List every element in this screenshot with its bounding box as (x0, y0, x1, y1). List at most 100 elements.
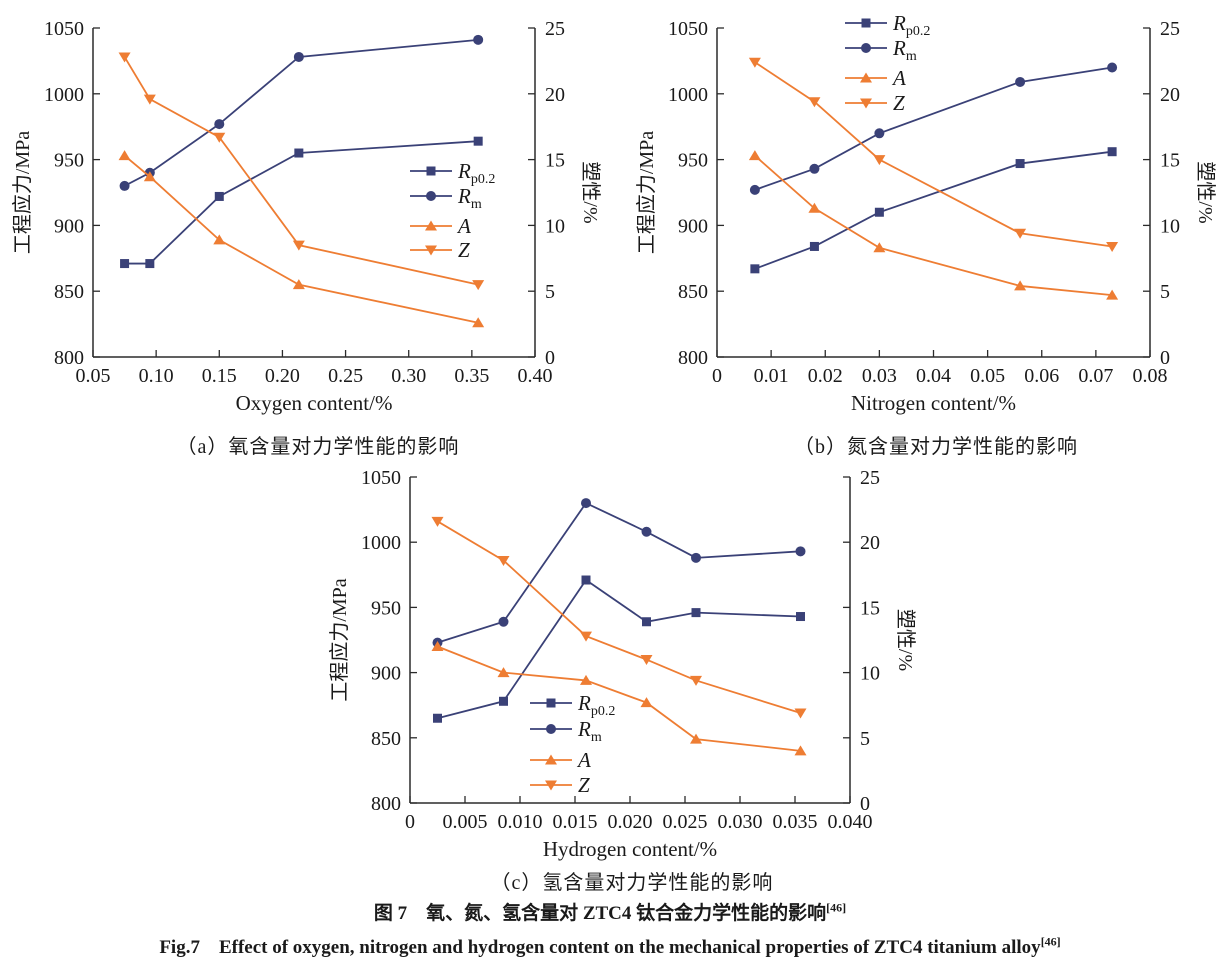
y-left-tick-label: 900 (371, 663, 401, 685)
x-tick-label: 0.01 (754, 365, 789, 387)
figure-caption-cn-ref: [46] (826, 900, 847, 915)
y-left-tick-label: 1050 (668, 18, 708, 40)
y-left-tick-label: 1050 (44, 18, 84, 40)
x-tick-label: 0.30 (391, 365, 426, 387)
y-right-tick-label: 5 (1160, 281, 1170, 303)
x-axis-label: Nitrogen content/% (851, 391, 1016, 415)
series-Rm-line (437, 501, 801, 644)
x-tick-label: 0.15 (202, 365, 237, 387)
x-tick-label: 0.035 (773, 811, 818, 833)
svg-text:Rm: Rm (892, 36, 917, 64)
svg-text:Rp0.2: Rp0.2 (892, 11, 930, 39)
x-tick-label: 0.35 (454, 365, 489, 387)
x-tick-label: 0 (712, 365, 722, 387)
series-Rm-line (124, 38, 479, 187)
svg-text:Z: Z (458, 238, 470, 262)
y-right-tick-label: 0 (1160, 347, 1170, 369)
x-tick-label: 0.030 (718, 811, 763, 833)
svg-text:Rm: Rm (457, 184, 482, 212)
y-right-tick-label: 10 (1160, 215, 1180, 237)
subcaption-c: （c）氢含量对力学性能的影响 (490, 872, 774, 894)
series-A-line (123, 154, 479, 324)
y-right-tick-label: 20 (860, 532, 880, 554)
x-tick-label: 0.010 (498, 811, 543, 833)
x-tick-label: 0.040 (828, 811, 873, 833)
series-Z (118, 52, 485, 291)
y-right-axis-label: 塑性/% (1194, 161, 1217, 223)
svg-text:Rp0.2: Rp0.2 (577, 691, 615, 719)
series-A (748, 150, 1119, 300)
x-tick-label: 0.40 (518, 365, 553, 387)
y-left-tick-label: 850 (371, 728, 401, 750)
axes-a: 0.05 0.10 0.15 0.20 0.25 0.30 0.35 0.40 800 850 90… (44, 18, 565, 387)
y-left-axis-label: 工程应力/MPa (328, 578, 351, 701)
y-right-axis-label: 塑性/% (894, 609, 917, 671)
series-A (118, 150, 485, 328)
x-tick-label: 0.03 (862, 365, 897, 387)
series-Rp0.2 (120, 136, 483, 269)
y-left-tick-label: 850 (54, 281, 84, 303)
x-tick-label: 0.025 (663, 811, 708, 833)
subcaption-a: （a）氧含量对力学性能的影响 (176, 436, 460, 458)
chart-a: 0.05 0.10 0.15 0.20 0.25 0.30 0.35 0.40 800 850 90… (11, 18, 602, 415)
chart-b: 0 0.01 0.02 0.03 0.04 0.05 0.06 0.07 0.08 800 850 9… (635, 11, 1217, 415)
y-right-tick-label: 20 (1160, 84, 1180, 106)
series-Z-line (437, 520, 801, 714)
x-tick-label: 0.07 (1078, 365, 1113, 387)
x-tick-label: 0.06 (1024, 365, 1059, 387)
y-left-tick-label: 800 (371, 793, 401, 815)
axes-b: 0 0.01 0.02 0.03 0.04 0.05 0.06 0.07 0.08 800 850 9… (668, 18, 1180, 387)
series-Rp0.2-line (754, 150, 1113, 270)
x-tick-label: 0.08 (1133, 365, 1168, 387)
series-Z (748, 57, 1119, 252)
x-axis-label: Hydrogen content/% (543, 837, 717, 861)
y-right-tick-label: 5 (860, 728, 870, 750)
y-right-tick-label: 0 (860, 793, 870, 815)
y-right-tick-label: 25 (860, 467, 880, 489)
svg-text:A: A (891, 66, 906, 90)
figure-caption-en: Fig.7 Effect of oxygen, nitrogen and hyd… (0, 932, 1220, 959)
subcaption-b: （b）氮含量对力学性能的影响 (794, 436, 1078, 458)
y-right-tick-label: 5 (545, 281, 555, 303)
svg-text:Rp0.2: Rp0.2 (457, 159, 495, 187)
legend-c: Rp0.2Rm AZ (530, 691, 615, 797)
series-Rm (432, 498, 806, 648)
series-Rp0.2 (433, 575, 805, 723)
y-right-tick-label: 10 (545, 215, 565, 237)
figure-caption-en-text: Fig.7 Effect of oxygen, nitrogen and hyd… (159, 937, 1041, 958)
y-right-axis-label: 塑性/% (579, 161, 602, 223)
svg-text:A: A (456, 214, 471, 238)
x-tick-label: 0.20 (265, 365, 300, 387)
y-left-tick-label: 1000 (44, 84, 84, 106)
chart-c: 0 0.005 0.010 0.015 0.020 0.025 0.030 0.035 0.04… (328, 467, 917, 861)
x-tick-label: 0 (405, 811, 415, 833)
y-right-tick-label: 0 (545, 347, 555, 369)
y-left-tick-label: 950 (371, 597, 401, 619)
svg-text:Z: Z (578, 773, 590, 797)
svg-text:Z: Z (893, 91, 905, 115)
y-right-tick-label: 15 (860, 597, 880, 619)
x-tick-label: 0.05 (76, 365, 111, 387)
series-A-line (754, 154, 1113, 297)
x-tick-label: 0.02 (808, 365, 843, 387)
y-left-tick-label: 850 (678, 281, 708, 303)
y-right-tick-label: 20 (545, 84, 565, 106)
y-right-tick-label: 10 (860, 663, 880, 685)
series-Z (431, 516, 807, 719)
y-left-tick-label: 800 (678, 347, 708, 369)
y-right-tick-label: 25 (1160, 18, 1180, 40)
series-Rm (119, 34, 484, 191)
y-right-tick-label: 15 (1160, 150, 1180, 172)
x-tick-label: 0.020 (608, 811, 653, 833)
y-left-tick-label: 900 (678, 215, 708, 237)
svg-text:Rm: Rm (577, 717, 602, 745)
svg-text:A: A (576, 748, 591, 772)
x-axis-label: Oxygen content/% (236, 391, 393, 415)
y-left-tick-label: 1050 (361, 467, 401, 489)
series-A (431, 641, 807, 756)
y-left-tick-label: 950 (678, 150, 708, 172)
series-A-line (437, 645, 801, 752)
